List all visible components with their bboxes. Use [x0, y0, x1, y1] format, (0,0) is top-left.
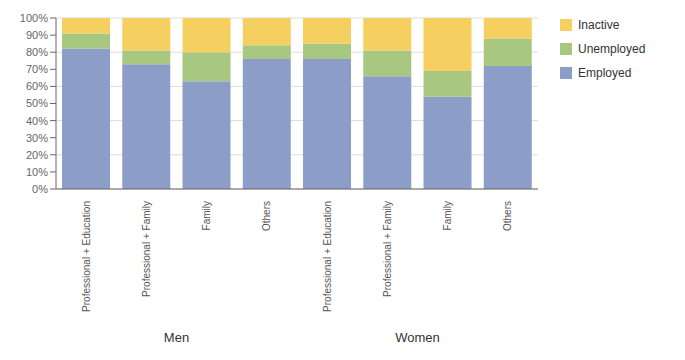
svg-text:Others: Others	[261, 201, 272, 231]
html-text:Unemployed: Unemployed	[578, 42, 646, 56]
svg-text:Family: Family	[201, 201, 212, 230]
html-text:Men: Men	[163, 330, 190, 345]
svg-text:Family: Family	[442, 201, 453, 230]
svg-text:Others: Others	[502, 201, 513, 231]
svg-text:50%: 50%	[26, 97, 48, 109]
svg-text:10%: 10%	[26, 166, 48, 178]
svg-text:80%: 80%	[26, 46, 48, 58]
svg-text:Professional + Family: Professional + Family	[382, 201, 393, 297]
html-text:Employed: Employed	[578, 66, 632, 80]
svg-text:70%: 70%	[26, 63, 48, 75]
svg-text:30%: 30%	[26, 132, 48, 144]
svg-text:Professional + Family: Professional + Family	[141, 201, 152, 297]
svg-text:Professional + Education: Professional + Education	[322, 201, 333, 312]
svg-text:0%: 0%	[32, 183, 48, 195]
svg-text:100%: 100%	[20, 12, 48, 24]
svg-text:40%: 40%	[26, 115, 48, 127]
html-text:Inactive: Inactive	[578, 18, 620, 32]
svg-text:20%: 20%	[26, 149, 48, 161]
svg-text:60%: 60%	[26, 80, 48, 92]
html-text:Women: Women	[395, 330, 440, 345]
svg-text:Professional + Education: Professional + Education	[81, 201, 92, 312]
svg-text:90%: 90%	[26, 29, 48, 41]
